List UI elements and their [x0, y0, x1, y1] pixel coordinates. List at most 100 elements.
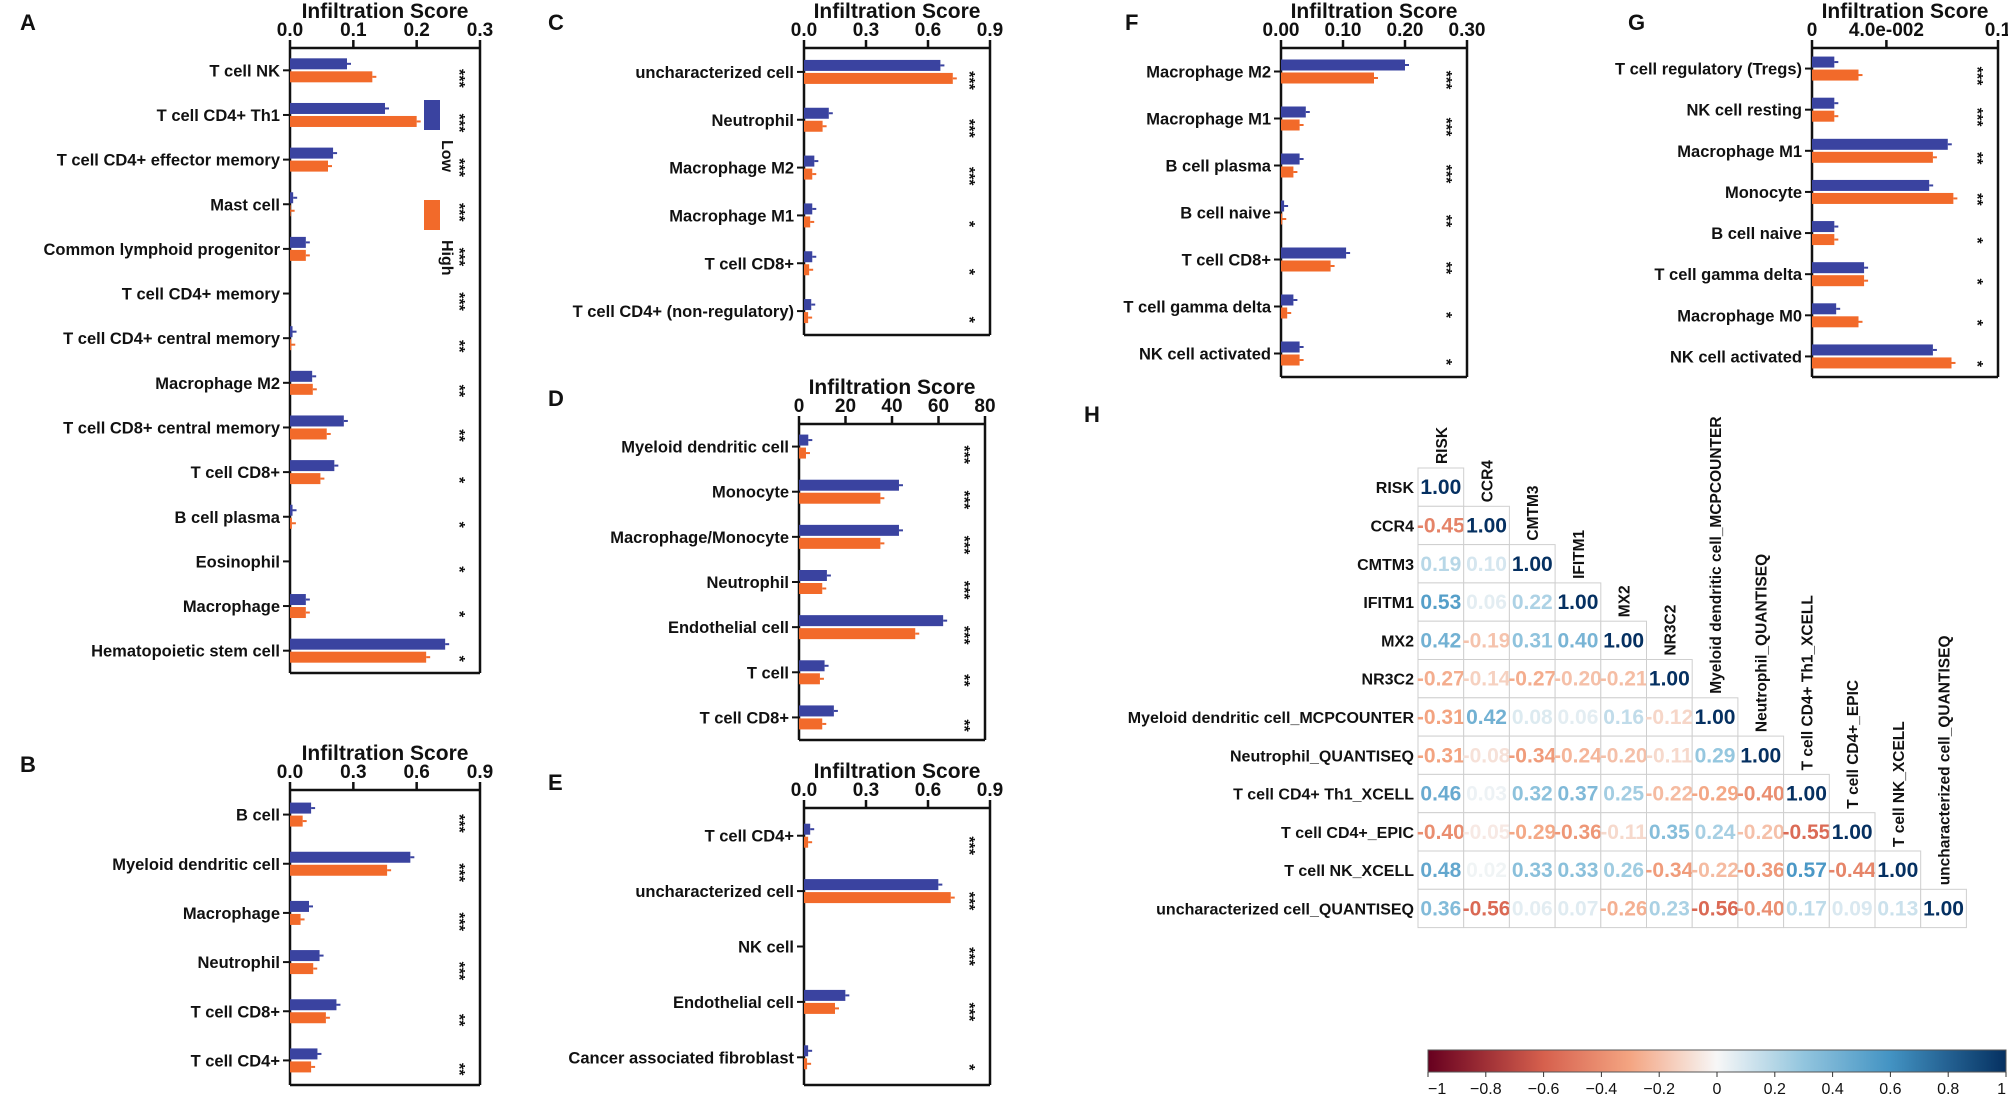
- category-label: Myeloid dendritic cell: [621, 439, 789, 457]
- bar-low: [1812, 179, 1930, 191]
- heatmap-cell: [1463, 544, 1510, 584]
- significance-marker: ***: [955, 626, 972, 645]
- bar-high: [290, 963, 314, 975]
- heatmap-cell: [1554, 888, 1602, 929]
- heatmap-cell-value: -0.22: [1645, 783, 1693, 806]
- significance-marker: ***: [960, 71, 977, 90]
- bar-high: [1281, 307, 1288, 319]
- heatmap-cell: [1646, 735, 1693, 775]
- heatmap-cell-value: 0.36: [1420, 897, 1461, 920]
- category-label: T cell: [747, 664, 789, 682]
- x-tick-label: 0.9: [977, 780, 1003, 801]
- heatmap-cell-value: -0.08: [1463, 744, 1511, 767]
- colorbar-tick-label: 0: [1713, 1081, 1722, 1098]
- x-tick-label: 0.1: [340, 20, 367, 41]
- heatmap-cell: [1600, 697, 1648, 737]
- heatmap-cell: [1463, 812, 1510, 852]
- category-label: Cancer associated fibroblast: [568, 1049, 794, 1067]
- bar-low: [290, 900, 309, 912]
- bar-high: [1812, 192, 1954, 204]
- heatmap-cell: [1417, 620, 1465, 661]
- bar-low: [290, 999, 337, 1011]
- bar-high: [290, 383, 313, 395]
- heatmap-row-label: Myeloid dendritic cell_MCPCOUNTER: [1128, 710, 1415, 727]
- bar-low: [290, 370, 313, 382]
- heatmap-cell-value: -0.40: [1737, 783, 1785, 806]
- category-label: Macrophage: [183, 905, 280, 923]
- bar-low: [290, 236, 306, 248]
- significance-marker: *: [1968, 320, 1985, 327]
- bar-low: [804, 203, 813, 215]
- heatmap-cell: [1463, 659, 1510, 699]
- category-label: Neutrophil: [712, 112, 795, 130]
- heatmap-cell: [1600, 620, 1648, 661]
- heatmap-row-label: T cell NK_XCELL: [1284, 863, 1414, 880]
- significance-marker: ***: [960, 167, 977, 186]
- bar-high: [1281, 119, 1300, 131]
- category-label: NK cell resting: [1686, 102, 1802, 120]
- colorbar-tick-label: −1: [1428, 1081, 1446, 1098]
- bar-high: [799, 628, 916, 640]
- category-label: T cell regulatory (Tregs): [1615, 61, 1802, 79]
- category-label: NK cell activated: [1139, 346, 1271, 364]
- heatmap-cell-value: -0.27: [1508, 668, 1556, 691]
- significance-marker: *: [450, 522, 467, 529]
- heatmap-cell-value: 1.00: [1603, 629, 1644, 652]
- heatmap-cell: [1554, 812, 1602, 852]
- heatmap-cell-value: -0.29: [1508, 821, 1556, 844]
- heatmap-cell: [1646, 812, 1693, 852]
- bar-low: [799, 660, 825, 672]
- bar-high: [290, 205, 291, 217]
- heatmap-row-label: T cell CD4+_EPIC: [1281, 825, 1414, 842]
- bar-high: [804, 168, 813, 180]
- heatmap-cell: [1417, 697, 1465, 737]
- heatmap-row-label: NR3C2: [1362, 672, 1415, 689]
- bar-low: [290, 192, 294, 204]
- x-tick-label: 0.2: [403, 20, 429, 41]
- heatmap-cell-value: 0.17: [1786, 897, 1827, 920]
- heatmap-cell: [1417, 544, 1465, 584]
- heatmap-cell: [1508, 697, 1556, 737]
- bar-high: [804, 1002, 835, 1014]
- heatmap-cell-value: 0.31: [1512, 629, 1553, 652]
- panel-label: E: [548, 770, 563, 795]
- heatmap-cell: [1463, 505, 1510, 546]
- heatmap-cell-value: 0.06: [1558, 706, 1599, 729]
- category-label: B cell: [236, 807, 280, 825]
- category-label: Eosinophil: [196, 553, 280, 571]
- heatmap-col-label: MX2: [1617, 585, 1634, 617]
- bar-low: [290, 147, 334, 159]
- colorbar-tick-label: −0.8: [1470, 1081, 1502, 1098]
- category-label: Endothelial cell: [673, 994, 794, 1012]
- bar-high: [804, 216, 811, 228]
- category-label: Macrophage: [183, 598, 280, 616]
- heatmap-cell-value: 0.35: [1649, 821, 1690, 844]
- bar-high: [290, 913, 301, 925]
- bar-high: [804, 72, 953, 84]
- significance-marker: *: [450, 656, 467, 663]
- heatmap-cell: [1600, 659, 1648, 699]
- heatmap-col-label: Myeloid dendritic cell_MCPCOUNTER: [1708, 416, 1725, 693]
- bar-high: [799, 583, 823, 594]
- significance-marker: ***: [960, 1003, 977, 1022]
- heatmap-cell: [1691, 773, 1739, 814]
- bar-high: [799, 537, 881, 549]
- heatmap-cell-value: -0.45: [1417, 514, 1465, 537]
- heatmap-cell: [1463, 850, 1510, 890]
- heatmap-cell-value: -0.31: [1417, 706, 1465, 729]
- significance-marker: **: [1437, 215, 1454, 228]
- colorbar-tick-label: 1: [1997, 1081, 2006, 1098]
- x-tick-label: 0: [1807, 20, 1818, 41]
- heatmap-cell: [1417, 812, 1465, 852]
- heatmap-cell-value: 1.00: [1877, 859, 1918, 882]
- x-tick-label: 0.6: [915, 780, 941, 801]
- heatmap-cell: [1417, 850, 1465, 890]
- x-tick-label: 0.9: [977, 20, 1003, 41]
- colorbar-tick-label: −0.4: [1586, 1081, 1618, 1098]
- significance-marker: ***: [955, 581, 972, 600]
- axis-title: Infiltration Score: [814, 0, 981, 23]
- heatmap-panel: H RISK RISK CCR4 CCR4 CMTM3 CMTM3 IFITM1 IFITM1 M…: [1084, 402, 2007, 1098]
- significance-marker: ***: [450, 962, 467, 981]
- heatmap-cell: [1600, 735, 1648, 775]
